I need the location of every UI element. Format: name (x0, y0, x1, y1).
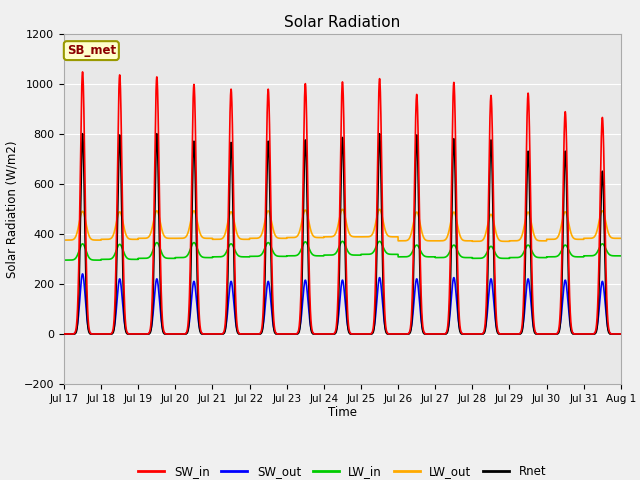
Y-axis label: Solar Radiation (W/m2): Solar Radiation (W/m2) (5, 140, 18, 277)
Legend: SW_in, SW_out, LW_in, LW_out, Rnet: SW_in, SW_out, LW_in, LW_out, Rnet (134, 461, 551, 480)
Title: Solar Radiation: Solar Radiation (284, 15, 401, 30)
Text: SB_met: SB_met (67, 44, 116, 57)
X-axis label: Time: Time (328, 407, 357, 420)
